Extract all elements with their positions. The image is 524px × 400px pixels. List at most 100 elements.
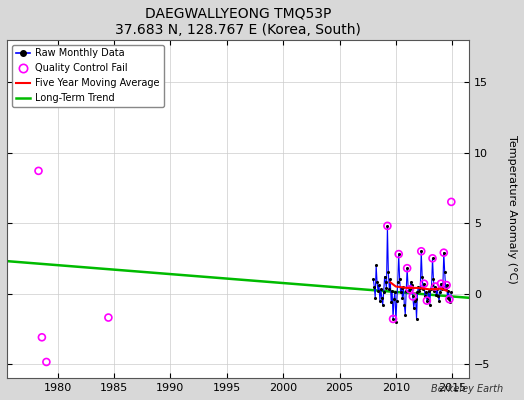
Point — [439, 283, 447, 290]
Point — [441, 269, 449, 276]
Point — [372, 262, 380, 268]
Point — [390, 296, 398, 302]
Point — [421, 293, 429, 300]
Point — [431, 283, 440, 290]
Point — [414, 283, 423, 290]
Point — [400, 302, 409, 308]
Point — [428, 255, 436, 262]
Point — [437, 280, 445, 287]
Point — [374, 288, 382, 294]
Point — [436, 289, 444, 295]
Point — [398, 295, 407, 301]
Point — [405, 288, 413, 294]
Point — [384, 269, 392, 276]
Point — [378, 295, 386, 301]
Point — [403, 265, 411, 271]
Point — [370, 283, 378, 290]
Point — [418, 274, 427, 280]
Point — [427, 286, 435, 292]
Point — [413, 289, 422, 295]
Point — [423, 295, 432, 301]
Point — [428, 282, 436, 288]
Point — [417, 248, 425, 254]
Point — [385, 286, 394, 292]
Point — [430, 288, 439, 294]
Point — [425, 302, 434, 308]
Point — [431, 283, 440, 290]
Point — [104, 314, 113, 321]
Point — [383, 223, 391, 229]
Point — [420, 280, 428, 287]
Point — [391, 318, 400, 325]
Point — [444, 288, 453, 294]
Point — [389, 316, 397, 322]
Point — [428, 255, 436, 262]
Point — [396, 276, 404, 283]
Point — [42, 359, 51, 365]
Point — [435, 298, 443, 304]
Point — [422, 289, 430, 295]
Point — [401, 312, 409, 318]
Y-axis label: Temperature Anomaly (°C): Temperature Anomaly (°C) — [507, 134, 517, 283]
Point — [423, 298, 431, 304]
Point — [406, 286, 414, 292]
Point — [417, 248, 425, 254]
Point — [379, 289, 388, 295]
Point — [433, 286, 441, 292]
Point — [389, 316, 397, 322]
Point — [392, 298, 401, 304]
Point — [415, 288, 423, 294]
Point — [429, 276, 438, 283]
Point — [34, 168, 42, 174]
Point — [383, 223, 391, 229]
Point — [424, 288, 433, 294]
Text: Berkeley Earth: Berkeley Earth — [431, 384, 503, 394]
Point — [442, 282, 451, 288]
Point — [437, 280, 445, 287]
Point — [399, 283, 408, 290]
Legend: Raw Monthly Data, Quality Control Fail, Five Year Moving Average, Long-Term Tren: Raw Monthly Data, Quality Control Fail, … — [12, 44, 163, 107]
Point — [403, 265, 411, 271]
Point — [416, 285, 424, 291]
Point — [432, 292, 441, 298]
Point — [387, 299, 396, 305]
Point — [411, 296, 420, 302]
Point — [406, 286, 414, 292]
Point — [442, 282, 451, 288]
Point — [377, 286, 385, 292]
Point — [412, 316, 421, 322]
Point — [445, 296, 454, 302]
Point — [419, 286, 427, 292]
Point — [440, 250, 448, 256]
Point — [408, 282, 416, 288]
Point — [395, 251, 403, 257]
Point — [378, 302, 387, 308]
Point — [447, 289, 455, 295]
Point — [410, 298, 419, 304]
Point — [376, 298, 384, 304]
Point — [394, 279, 402, 286]
Point — [442, 285, 450, 291]
Point — [373, 279, 381, 286]
Point — [395, 251, 403, 257]
Point — [375, 282, 383, 288]
Point — [409, 293, 417, 300]
Point — [404, 283, 412, 290]
Point — [420, 280, 428, 287]
Point — [446, 299, 454, 305]
Point — [386, 276, 395, 283]
Title: DAEGWALLYEONG TMQ53P
37.683 N, 128.767 E (Korea, South): DAEGWALLYEONG TMQ53P 37.683 N, 128.767 E… — [115, 7, 361, 37]
Point — [443, 295, 452, 301]
Point — [402, 288, 410, 294]
Point — [423, 298, 431, 304]
Point — [397, 285, 406, 291]
Point — [371, 295, 379, 301]
Point — [438, 286, 446, 292]
Point — [445, 296, 454, 302]
Point — [396, 289, 405, 295]
Point — [440, 250, 448, 256]
Point — [388, 288, 396, 294]
Point — [383, 285, 391, 291]
Point — [380, 274, 389, 280]
Point — [434, 293, 442, 300]
